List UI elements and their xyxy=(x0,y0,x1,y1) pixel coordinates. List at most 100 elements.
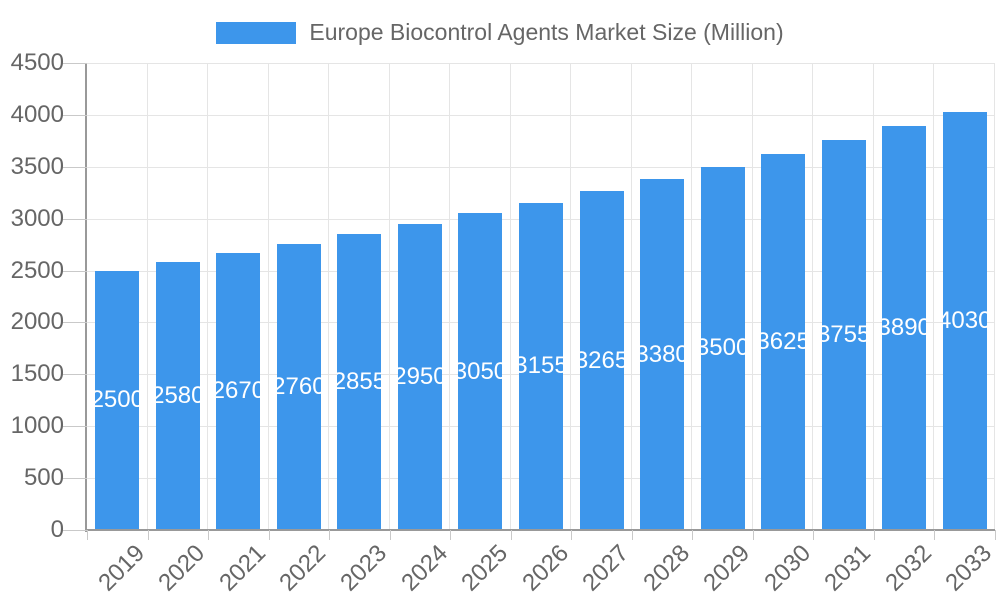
x-axis-tick xyxy=(147,530,149,540)
x-axis-label: 2025 xyxy=(456,539,514,597)
y-axis-tick xyxy=(63,426,87,428)
bar-2026: 3155 xyxy=(519,202,563,530)
bar-value-label: 3890 xyxy=(882,314,927,342)
x-axis-label: 2031 xyxy=(819,539,877,597)
bar-2029: 3500 xyxy=(700,166,745,530)
x-axis-label: 2022 xyxy=(274,539,332,597)
x-axis-label: 2021 xyxy=(214,539,272,597)
chart-legend[interactable]: Europe Biocontrol Agents Market Size (Mi… xyxy=(0,19,1000,45)
v-gridline xyxy=(388,63,390,530)
bar-2031: 3755 xyxy=(821,140,866,530)
y-axis-label: 1500 xyxy=(10,360,64,388)
bar-value-label: 3500 xyxy=(700,334,745,362)
x-axis-tick xyxy=(995,530,996,540)
x-axis-tick xyxy=(268,530,270,540)
x-axis-tick xyxy=(873,530,875,540)
x-axis-tick xyxy=(87,530,88,540)
bar-value-label: 2500 xyxy=(95,386,140,414)
x-axis-tick xyxy=(389,530,391,540)
bar-value-label: 2670 xyxy=(216,377,261,405)
plot-area: 2500 2580 2670 2760 2855 2950 3050 3155 3265 3380… xyxy=(87,63,995,530)
y-axis-label: 4500 xyxy=(10,49,64,76)
y-axis-label: 0 xyxy=(50,516,64,543)
y-axis-tick xyxy=(63,270,87,272)
bar-2033: 4030 xyxy=(942,111,987,530)
x-axis-tick xyxy=(692,530,694,540)
y-axis-label: 1000 xyxy=(10,412,64,440)
x-axis-label: 2027 xyxy=(577,539,635,597)
bar-value-label: 2760 xyxy=(276,372,321,400)
x-axis-label: 2020 xyxy=(153,539,211,597)
bar-2032: 3890 xyxy=(882,126,927,530)
y-axis-label: 500 xyxy=(23,464,64,492)
x-axis-label: 2023 xyxy=(335,539,393,597)
y-axis-tick xyxy=(63,63,87,64)
legend-label: Europe Biocontrol Agents Market Size (Mi… xyxy=(309,19,784,45)
y-axis-label: 3500 xyxy=(10,152,64,180)
v-gridline xyxy=(328,63,330,530)
bar-value-label: 3625 xyxy=(761,327,806,355)
x-axis-label: 2029 xyxy=(698,539,756,597)
bar-2030: 3625 xyxy=(761,153,806,530)
x-axis-label: 2026 xyxy=(516,539,574,597)
x-axis-label: 2030 xyxy=(758,539,816,597)
y-axis-tick xyxy=(63,530,87,531)
bar-value-label: 3265 xyxy=(579,346,624,374)
v-gridline xyxy=(994,63,995,530)
bar-value-label: 2855 xyxy=(337,367,382,395)
v-gridline xyxy=(812,63,814,530)
x-axis-tick xyxy=(813,530,815,540)
y-axis-tick xyxy=(63,374,87,376)
bar-2022: 2760 xyxy=(276,243,321,530)
y-axis-tick xyxy=(63,166,87,168)
h-gridline xyxy=(87,63,995,64)
x-axis-tick xyxy=(208,530,210,540)
h-gridline xyxy=(87,166,995,168)
v-gridline xyxy=(933,63,935,530)
y-axis-label: 2500 xyxy=(10,256,64,284)
bar-2019: 2500 xyxy=(95,270,140,530)
h-gridline xyxy=(87,114,995,116)
x-axis-tick xyxy=(450,530,452,540)
bar-2027: 3265 xyxy=(579,191,624,530)
v-gridline xyxy=(751,63,753,530)
y-axis-tick xyxy=(63,114,87,116)
bar-value-label: 3155 xyxy=(519,352,563,380)
bar-2024: 2950 xyxy=(397,223,442,530)
y-axis-label: 4000 xyxy=(10,100,64,128)
bar-value-label: 3755 xyxy=(821,321,866,349)
bar-value-label: 4030 xyxy=(942,306,987,334)
v-gridline xyxy=(691,63,693,530)
v-gridline xyxy=(449,63,451,530)
y-axis-label: 2000 xyxy=(10,308,64,336)
x-axis-tick xyxy=(934,530,936,540)
x-axis-tick xyxy=(752,530,754,540)
bar-2020: 2580 xyxy=(155,262,200,530)
v-gridline xyxy=(146,63,148,530)
bar-2021: 2670 xyxy=(216,252,261,530)
y-axis-line xyxy=(85,63,87,532)
y-axis-tick xyxy=(63,322,87,324)
bar-value-label: 2580 xyxy=(155,382,200,410)
x-axis-tick xyxy=(631,530,633,540)
v-gridline xyxy=(207,63,209,530)
v-gridline xyxy=(267,63,269,530)
x-axis-tick xyxy=(510,530,512,540)
x-axis-line xyxy=(87,529,995,531)
v-gridline xyxy=(872,63,874,530)
x-axis-label: 2032 xyxy=(880,539,937,597)
x-axis-label: 2028 xyxy=(637,539,695,597)
legend-swatch xyxy=(216,21,297,44)
bar-value-label: 2950 xyxy=(397,362,442,390)
bar-2025: 3050 xyxy=(458,213,503,530)
bar-value-label: 3380 xyxy=(640,340,685,368)
y-axis-tick xyxy=(63,218,87,220)
y-axis-label: 3000 xyxy=(10,204,64,232)
x-axis-label: 2024 xyxy=(395,539,453,597)
x-axis-tick xyxy=(329,530,331,540)
y-axis-tick xyxy=(63,478,87,480)
v-gridline xyxy=(509,63,511,530)
v-gridline xyxy=(570,63,572,530)
bar-value-label: 3050 xyxy=(458,357,503,385)
